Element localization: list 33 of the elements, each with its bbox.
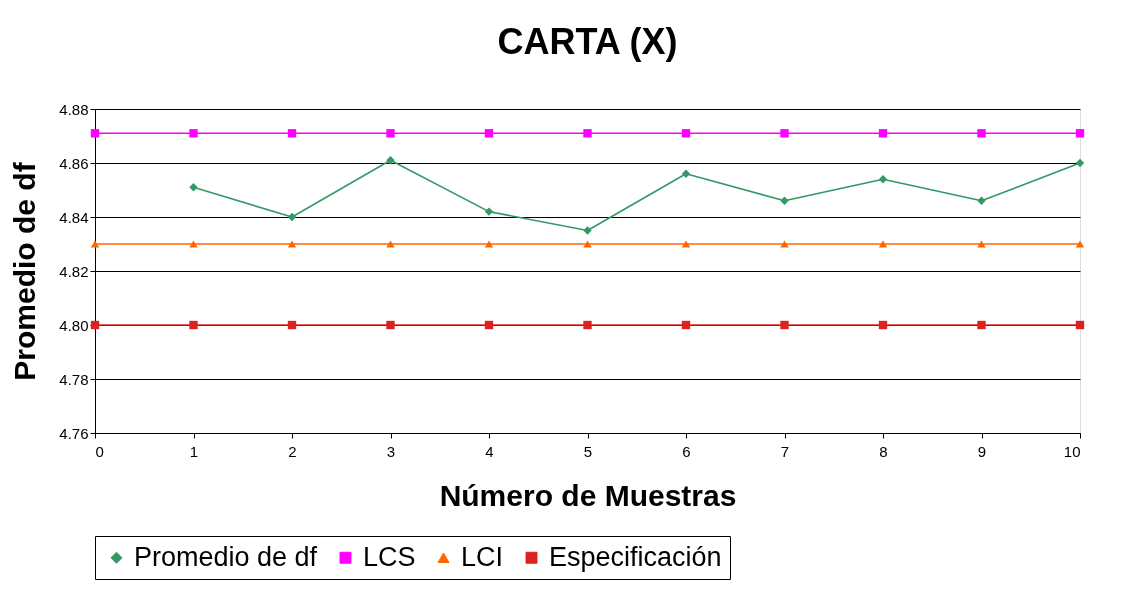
- point: [189, 129, 198, 138]
- y-tick-label: 4.82: [59, 262, 89, 280]
- chart-title: CARTA (X): [497, 21, 678, 62]
- legend-label: Promedio de df: [134, 541, 318, 572]
- point: [780, 129, 789, 138]
- x-tick-label: 4: [485, 442, 494, 460]
- legend-label: LCS: [363, 541, 416, 572]
- point: [1075, 158, 1085, 168]
- point: [90, 240, 100, 248]
- point: [977, 129, 986, 138]
- y-tick-label: 4.84: [59, 208, 89, 226]
- x-tick-label: 3: [386, 442, 396, 460]
- point: [1075, 240, 1085, 248]
- x-tick-label: 10: [1063, 442, 1081, 460]
- x-tick-label: 6: [682, 442, 691, 460]
- x-tick-label: 9: [977, 442, 987, 460]
- x-tick-label: 2: [288, 442, 297, 460]
- y-tick-label: 4.80: [59, 316, 89, 334]
- legend-label: LCI: [461, 541, 504, 572]
- y-tick-label: 4.78: [59, 370, 89, 388]
- point: [386, 129, 395, 138]
- y-tick-label: 4.76: [59, 424, 89, 442]
- x-tick-label: 5: [583, 442, 593, 460]
- y-axis-title: Promedio de df: [8, 161, 42, 381]
- y-tick-label: 4.86: [59, 154, 89, 172]
- y-tick-label: 4.88: [59, 100, 89, 118]
- x-tick-label: 1: [189, 442, 199, 460]
- x-tick-label: 7: [780, 442, 790, 460]
- legend-label: Especificación: [549, 541, 722, 572]
- point: [583, 129, 592, 138]
- x-axis-title: Número de Muestras: [439, 478, 737, 512]
- x-tick-label: 8: [879, 442, 888, 460]
- x-tick-label: 0: [95, 442, 104, 460]
